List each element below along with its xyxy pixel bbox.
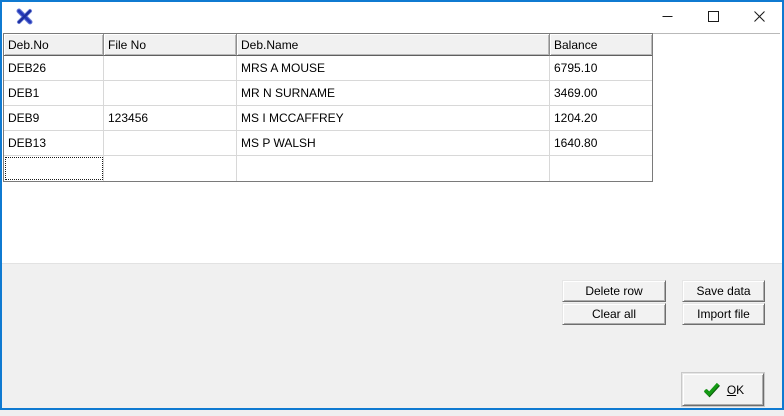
maximize-icon (707, 11, 719, 22)
import-file-button[interactable]: Import file (682, 303, 765, 325)
checkmark-icon (703, 382, 720, 398)
grid-cell[interactable]: 123456 (104, 106, 237, 131)
column-header-deb-name: Deb.Name (237, 34, 550, 56)
grid-cell[interactable] (104, 131, 237, 156)
grid-cell[interactable]: DEB9 (4, 106, 104, 131)
grid-cell[interactable]: DEB13 (4, 131, 104, 156)
clear-all-button[interactable]: Clear all (562, 303, 666, 325)
grid-cell[interactable]: MS P WALSH (237, 131, 550, 156)
grid-cell[interactable]: 1640.80 (550, 131, 652, 156)
column-header-file-no: File No (104, 34, 237, 56)
debtor-grid: Deb.No File No Deb.Name Balance DEB26 MR… (3, 33, 653, 182)
grid-cell[interactable] (104, 56, 237, 81)
save-data-button[interactable]: Save data (682, 280, 765, 302)
ok-button-label: OK (726, 382, 745, 397)
caption-buttons (644, 2, 782, 31)
grid-cell[interactable] (104, 81, 237, 106)
minimize-icon (662, 16, 672, 17)
grid-cell[interactable]: 6795.10 (550, 56, 652, 81)
grid-cell[interactable]: MS I MCCAFFREY (237, 106, 550, 131)
grid-cell[interactable]: 1204.20 (550, 106, 652, 131)
grid-cell[interactable]: 3469.00 (550, 81, 652, 106)
grid-cell-focused[interactable] (4, 156, 104, 181)
grid-cell[interactable]: DEB1 (4, 81, 104, 106)
crossed-tools-icon (16, 8, 33, 25)
ok-button[interactable]: OK (681, 372, 765, 407)
desktop-strip (0, 410, 784, 416)
maximize-button[interactable] (690, 2, 736, 31)
column-header-balance: Balance (550, 34, 652, 56)
minimize-button[interactable] (644, 2, 690, 31)
close-button[interactable] (736, 2, 782, 31)
titlebar[interactable] (2, 2, 782, 31)
column-header-deb-no: Deb.No (4, 34, 104, 56)
grid-cell[interactable]: DEB26 (4, 56, 104, 81)
grid-cell[interactable] (237, 156, 550, 181)
grid-cell[interactable]: MRS A MOUSE (237, 56, 550, 81)
delete-row-button[interactable]: Delete row (562, 280, 666, 302)
bottom-panel: Delete row Clear all Save data Import fi… (2, 263, 782, 408)
close-icon (753, 11, 765, 22)
grid-cell[interactable] (550, 156, 652, 181)
grid-cell[interactable]: MR N SURNAME (237, 81, 550, 106)
client-area: Deb.No File No Deb.Name Balance DEB26 MR… (2, 31, 782, 263)
grid-cell[interactable] (104, 156, 237, 181)
